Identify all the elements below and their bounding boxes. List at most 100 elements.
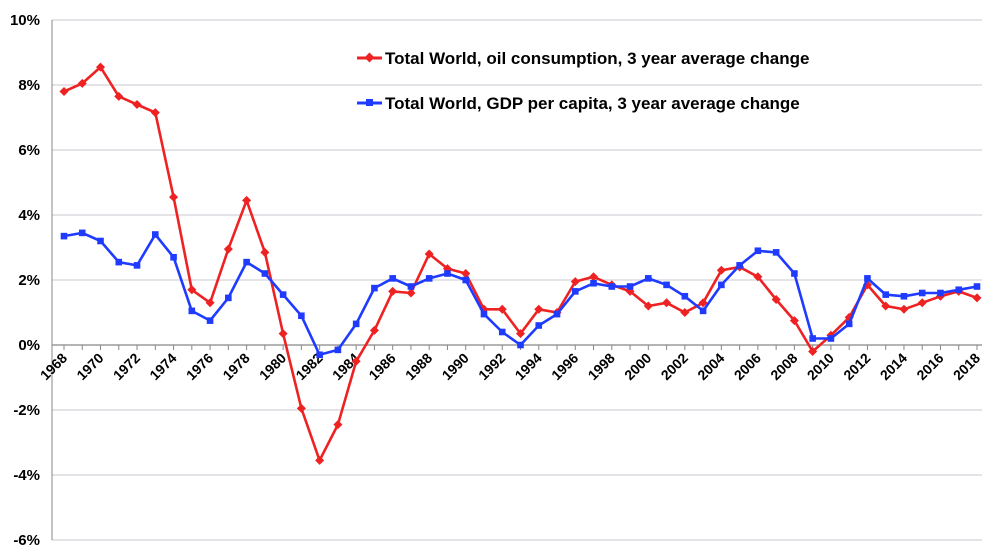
y-tick-label: 6% (18, 142, 40, 159)
data-point-oil (114, 91, 124, 101)
legend-item-gdp: Total World, GDP per capita, 3 year aver… (357, 94, 800, 113)
x-tick-label: 1972 (110, 350, 143, 383)
data-point-gdp (225, 294, 232, 302)
y-tick-label: 10% (10, 12, 40, 29)
data-point-gdp (78, 229, 86, 237)
data-point-gdp (645, 275, 652, 282)
x-tick-label: 2004 (694, 350, 727, 383)
y-tick-label: 8% (18, 77, 40, 94)
data-point-gdp (152, 231, 159, 238)
data-point-gdp (535, 322, 543, 329)
data-point-oil (315, 455, 325, 465)
data-point-gdp (864, 275, 871, 282)
data-point-gdp (206, 317, 214, 324)
x-tick-label: 1980 (256, 350, 289, 383)
x-tick-label: 1988 (402, 350, 435, 383)
data-point-gdp (809, 335, 816, 342)
legend-swatch-marker-oil (364, 52, 375, 63)
data-point-gdp (407, 283, 415, 290)
data-point-oil (95, 62, 106, 72)
data-point-gdp (626, 283, 634, 290)
x-tick-label: 2002 (658, 350, 691, 383)
data-point-gdp (170, 253, 177, 261)
data-point-oil (333, 420, 343, 430)
data-point-gdp (718, 281, 725, 289)
x-tick-label: 1974 (146, 350, 179, 383)
x-tick-label: 1978 (219, 350, 252, 383)
data-point-gdp (608, 283, 616, 290)
data-point-oil (296, 403, 306, 413)
x-tick-label: 2008 (767, 350, 800, 383)
data-point-gdp (882, 291, 889, 298)
data-point-gdp (425, 275, 433, 282)
data-point-oil (205, 298, 215, 308)
x-tick-label: 1994 (512, 350, 545, 383)
data-point-oil (278, 329, 288, 339)
data-point-gdp (571, 288, 579, 295)
data-point-gdp (261, 270, 269, 277)
data-point-gdp (791, 270, 798, 277)
data-point-gdp (937, 289, 944, 297)
data-point-oil (59, 86, 69, 97)
data-point-gdp (681, 292, 689, 300)
y-tick-label: -2% (13, 402, 40, 419)
data-point-oil (150, 108, 160, 118)
legend-label-gdp: Total World, GDP per capita, 3 year aver… (385, 94, 800, 113)
data-point-gdp (900, 292, 908, 300)
data-point-oil (899, 304, 909, 314)
data-point-oil (242, 195, 252, 205)
data-point-gdp (590, 279, 597, 287)
x-tick-label: 2012 (840, 350, 873, 383)
x-tick-label: 1976 (183, 350, 216, 383)
data-point-gdp (60, 232, 68, 240)
data-point-gdp (115, 258, 123, 266)
x-tick-label: 2016 (913, 350, 946, 383)
x-tick-label: 2018 (950, 350, 983, 383)
data-point-oil (223, 244, 233, 254)
y-axis: -6% -4% -2% 0% 2% 4% 6% 8% 10% (10, 12, 53, 549)
data-point-gdp (663, 281, 670, 289)
legend: Total World, oil consumption, 3 year ave… (357, 49, 809, 113)
data-point-gdp (517, 341, 524, 349)
data-point-oil (589, 272, 599, 282)
data-point-gdp (334, 346, 342, 354)
data-point-gdp (444, 270, 451, 277)
y-tick-label: -4% (13, 467, 40, 484)
data-point-oil (388, 286, 398, 296)
data-point-oil (132, 99, 142, 110)
data-point-gdp (480, 310, 488, 318)
x-tick-label: 1968 (37, 350, 70, 383)
x-tick-label: 1998 (585, 350, 618, 383)
y-tick-label: -6% (13, 532, 40, 549)
data-point-gdp (316, 351, 323, 359)
x-tick-label: 1986 (365, 350, 398, 383)
data-point-gdp (955, 286, 963, 294)
data-point-gdp (845, 320, 853, 328)
x-tick-label: 1984 (329, 350, 362, 383)
data-point-gdp (772, 249, 780, 256)
y-tick-label: 2% (18, 272, 40, 289)
data-point-gdp (133, 262, 141, 269)
data-point-gdp (754, 247, 762, 255)
y-tick-label: 0% (18, 337, 40, 354)
x-tick-label: 1996 (548, 350, 581, 383)
data-point-gdp (736, 262, 743, 269)
x-tick-label: 2006 (731, 350, 764, 383)
series-line-oil (63, 65, 978, 462)
data-point-oil (461, 268, 471, 279)
data-point-oil (169, 192, 179, 202)
data-point-oil (424, 249, 434, 259)
legend-item-oil: Total World, oil consumption, 3 year ave… (357, 49, 809, 68)
data-point-oil (187, 285, 197, 295)
x-axis: 1968 1970 1972 1974 1976 1978 1980 1982 1984 1986… (37, 344, 983, 383)
x-tick-label: 1992 (475, 350, 508, 383)
data-point-oil (406, 288, 416, 298)
data-point-gdp (389, 275, 396, 282)
x-tick-label: 2010 (804, 350, 837, 383)
data-point-oil (917, 298, 927, 308)
data-point-gdp (298, 312, 305, 320)
data-point-gdp (279, 291, 287, 298)
data-point-gdp (827, 335, 835, 342)
series-group (59, 62, 982, 465)
